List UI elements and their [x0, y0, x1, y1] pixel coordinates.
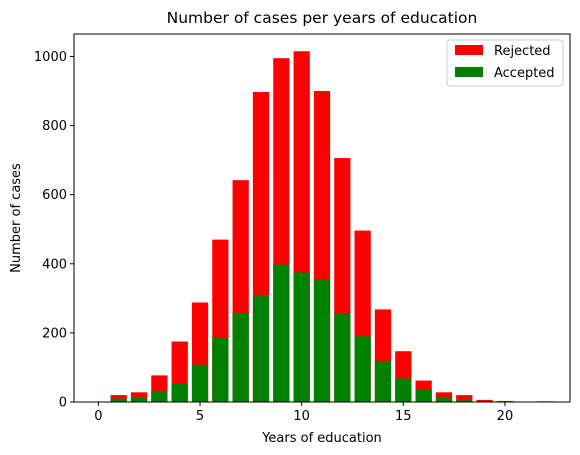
legend: Rejected Accepted: [446, 39, 564, 87]
accepted-bar: [110, 398, 127, 402]
accepted-bar: [456, 400, 473, 402]
accepted-bar: [232, 312, 249, 402]
x-axis-label: Years of education: [261, 431, 382, 446]
x-tick-label: 0: [94, 409, 102, 424]
y-tick-label: 800: [42, 119, 67, 134]
accepted-bar: [395, 378, 412, 402]
x-tick-label: 5: [196, 409, 204, 424]
accepted-bar: [191, 364, 209, 402]
accepted-bar: [151, 390, 168, 402]
x-tick-label: 15: [395, 409, 412, 424]
accepted-bar: [212, 338, 229, 402]
legend-swatch-rejected: [455, 45, 483, 55]
accepted-series: [110, 264, 493, 402]
x-tick-label: 10: [293, 409, 310, 424]
y-axis-label: Number of cases: [9, 163, 24, 273]
chart-title: Number of cases per years of education: [167, 9, 478, 27]
legend-label-rejected: Rejected: [494, 44, 551, 59]
legend-swatch-accepted: [455, 67, 483, 77]
legend-label-accepted: Accepted: [494, 66, 555, 81]
accepted-bar: [334, 313, 351, 402]
y-axis: 0 200 400 600 800 1000: [34, 50, 74, 411]
accepted-bar: [273, 264, 290, 402]
accepted-bar: [252, 294, 270, 402]
accepted-bar: [435, 396, 453, 402]
accepted-bar: [171, 384, 188, 402]
accepted-bar: [354, 336, 371, 402]
rejected-bar: [130, 392, 148, 402]
rejected-series: [110, 51, 554, 403]
x-tick-label: 20: [497, 409, 514, 424]
rejected-bar: [496, 400, 514, 402]
rejected-bar: [456, 395, 473, 402]
accepted-bar: [374, 361, 392, 402]
accepted-bar: [130, 397, 148, 402]
accepted-bar: [415, 389, 432, 402]
accepted-bar: [293, 272, 310, 402]
y-tick-label: 0: [59, 396, 67, 411]
accepted-bar: [313, 279, 331, 402]
rejected-bar: [476, 399, 493, 402]
plot-frame: [73, 33, 571, 403]
y-tick-label: 1000: [34, 50, 67, 65]
y-tick-label: 200: [42, 326, 67, 341]
y-tick-label: 400: [42, 257, 67, 272]
x-axis: 0 5 10 15 20: [94, 402, 513, 424]
y-tick-label: 600: [42, 188, 67, 203]
